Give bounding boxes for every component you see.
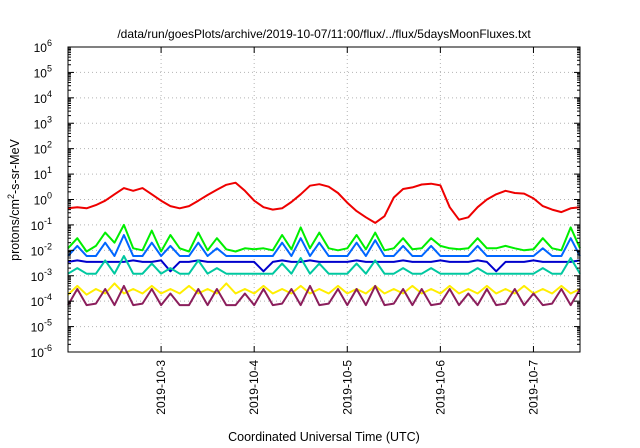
series-group bbox=[67, 181, 581, 307]
y-tick-exponent: -5 bbox=[44, 318, 52, 328]
y-axis-label: protons/cm2-s-sr-MeV bbox=[6, 138, 22, 260]
y-tick-exponent: -3 bbox=[44, 267, 52, 277]
y-tick-base: 10 bbox=[34, 117, 48, 131]
y-axis: 10610510410310210110010-110-210-310-410-… bbox=[31, 38, 580, 360]
y-tick-label: 105 bbox=[34, 63, 52, 80]
y-tick-exponent: 1 bbox=[47, 165, 52, 175]
x-tick-label: 2019-10-3 bbox=[154, 360, 168, 415]
x-tick-label: 2019-10-5 bbox=[340, 360, 354, 415]
y-tick-label: 101 bbox=[34, 165, 52, 182]
y-tick-exponent: -2 bbox=[44, 241, 52, 251]
y-axis-label-prefix: protons/cm bbox=[8, 199, 22, 261]
y-tick-exponent: -1 bbox=[44, 216, 52, 226]
y-tick-label: 100 bbox=[34, 191, 52, 208]
y-axis-label-superscript: 2 bbox=[6, 194, 16, 199]
y-tick-base: 10 bbox=[31, 270, 45, 284]
y-tick-base: 10 bbox=[31, 346, 45, 360]
y-axis-label-suffix: -s-sr-MeV bbox=[8, 138, 22, 194]
series-line bbox=[67, 284, 581, 307]
y-tick-exponent: 0 bbox=[47, 191, 52, 201]
series-line bbox=[67, 282, 581, 296]
series-line bbox=[67, 223, 581, 253]
grid bbox=[68, 47, 580, 352]
y-tick-label: 102 bbox=[34, 140, 52, 157]
x-tick-label: 2019-10-7 bbox=[526, 360, 540, 415]
series-line bbox=[67, 259, 581, 273]
x-tick-label: 2019-10-6 bbox=[433, 360, 447, 415]
y-tick-label: 10-5 bbox=[31, 318, 52, 335]
x-axis-label: Coordinated Universal Time (UTC) bbox=[228, 430, 420, 444]
y-tick-exponent: 4 bbox=[47, 89, 52, 99]
y-tick-base: 10 bbox=[34, 92, 48, 106]
y-tick-label: 106 bbox=[34, 38, 52, 55]
series-line bbox=[67, 234, 581, 257]
y-tick-base: 10 bbox=[34, 66, 48, 80]
series-line bbox=[67, 255, 581, 275]
y-tick-label: 10-6 bbox=[31, 343, 52, 360]
y-tick-exponent: 3 bbox=[47, 114, 52, 124]
y-tick-exponent: 6 bbox=[47, 38, 52, 48]
y-tick-base: 10 bbox=[31, 219, 45, 233]
x-axis: 2019-10-3 2019-10-4 2019-10-5 2019-10-6 2019… bbox=[154, 47, 540, 415]
y-tick-exponent: 5 bbox=[47, 63, 52, 73]
y-tick-label: 103 bbox=[34, 114, 52, 131]
y-tick-base: 10 bbox=[34, 168, 48, 182]
y-tick-label: 104 bbox=[34, 89, 52, 106]
y-tick-label: 10-1 bbox=[31, 216, 52, 233]
y-tick-exponent: 2 bbox=[47, 140, 52, 150]
y-tick-base: 10 bbox=[34, 143, 48, 157]
y-tick-label: 10-2 bbox=[31, 241, 52, 258]
y-tick-base: 10 bbox=[31, 295, 45, 309]
y-tick-base: 10 bbox=[31, 244, 45, 258]
y-tick-exponent: -4 bbox=[44, 292, 52, 302]
y-tick-label: 10-4 bbox=[31, 292, 52, 309]
y-tick-exponent: -6 bbox=[44, 343, 52, 353]
chart-title: /data/run/goesPlots/archive/2019-10-07/1… bbox=[117, 27, 531, 41]
y-tick-base: 10 bbox=[31, 321, 45, 335]
y-tick-base: 10 bbox=[34, 41, 48, 55]
y-tick-base: 10 bbox=[34, 194, 48, 208]
x-tick-label: 2019-10-4 bbox=[247, 360, 261, 415]
series-line bbox=[67, 181, 581, 224]
y-tick-label: 10-3 bbox=[31, 267, 52, 284]
